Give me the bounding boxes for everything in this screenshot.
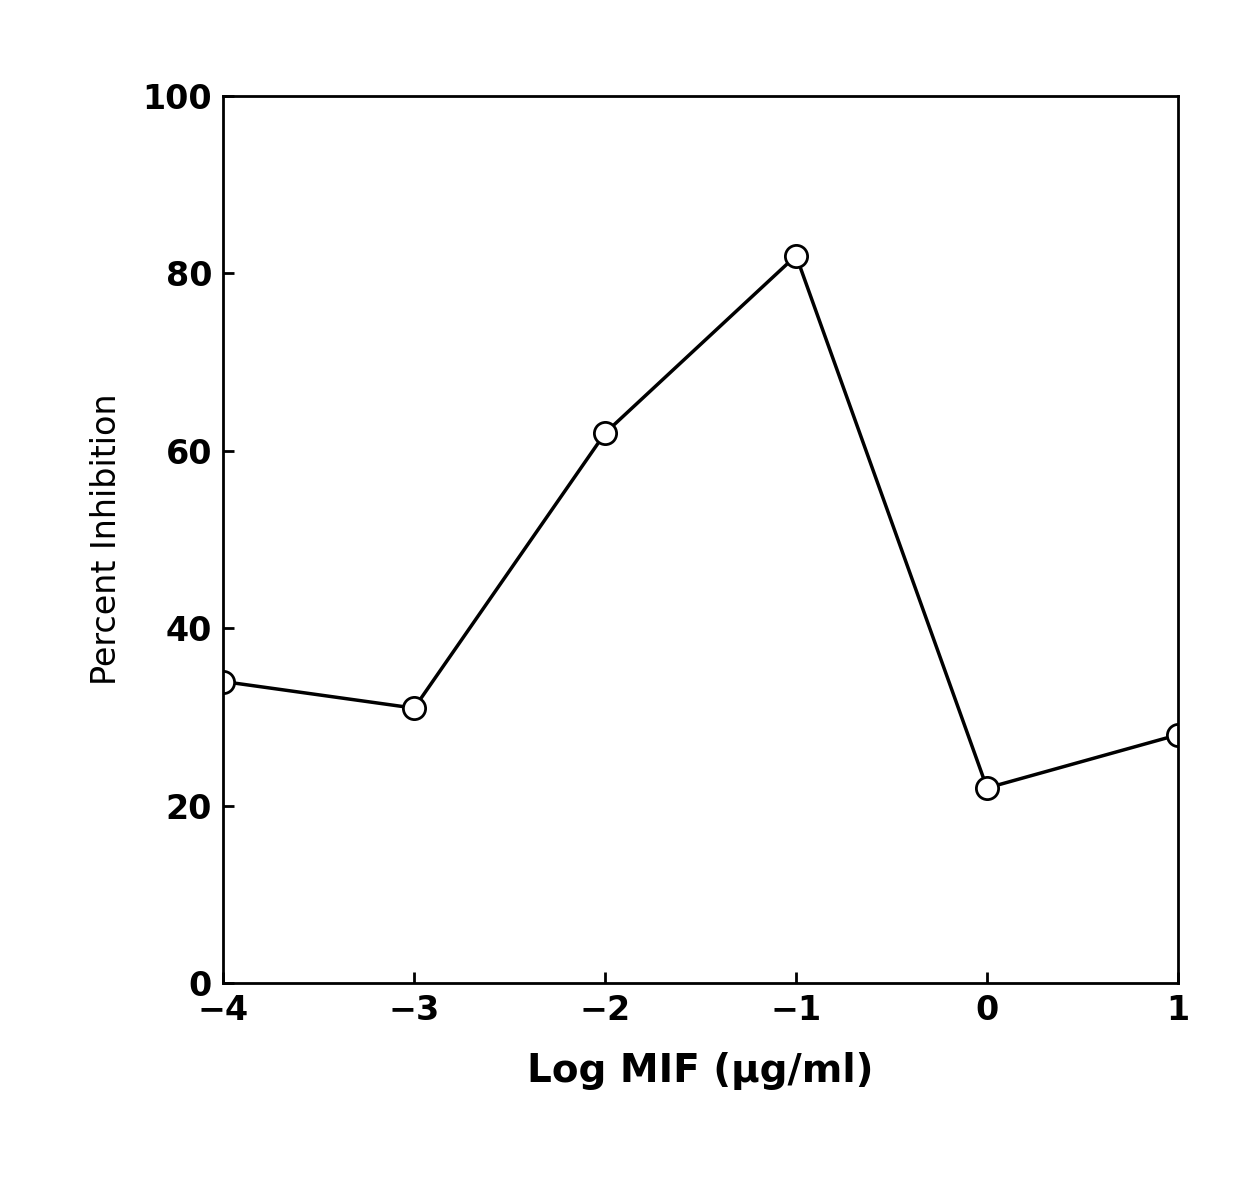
Y-axis label: Percent Inhibition: Percent Inhibition bbox=[91, 393, 123, 686]
X-axis label: Log MIF (μg/ml): Log MIF (μg/ml) bbox=[527, 1053, 874, 1090]
